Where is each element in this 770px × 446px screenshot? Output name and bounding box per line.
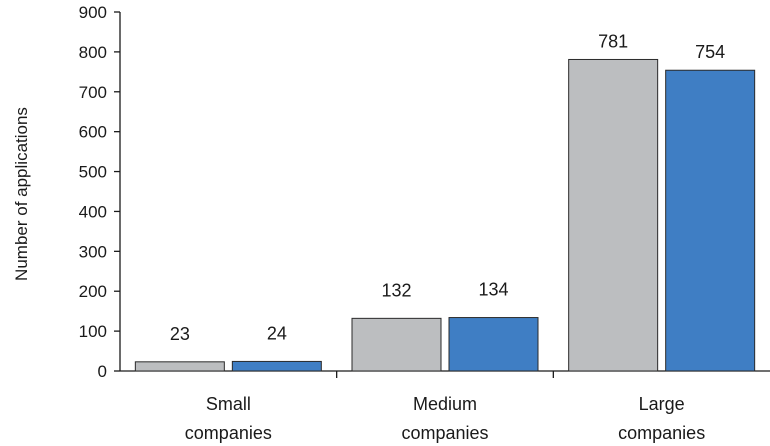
data-label: 134 — [478, 280, 508, 300]
y-tick-label: 200 — [79, 282, 107, 301]
data-label: 23 — [170, 324, 190, 344]
y-tick-label: 400 — [79, 202, 107, 221]
bars — [134, 58, 756, 372]
y-tick-label: 600 — [79, 123, 107, 142]
bar — [351, 317, 442, 372]
category-label: companies — [185, 423, 272, 443]
y-tick-label: 100 — [79, 322, 107, 341]
y-tick-label: 0 — [98, 362, 107, 381]
y-axis-ticks: 0 100 200 300 400 500 600 700 800 900 — [79, 3, 120, 381]
y-tick-label: 700 — [79, 83, 107, 102]
data-labels: 23 24 132 134 781 754 — [170, 31, 725, 343]
bar — [231, 360, 322, 372]
data-label: 754 — [695, 42, 725, 62]
bar — [665, 69, 756, 372]
data-label: 781 — [598, 31, 628, 51]
category-label: Large — [639, 394, 685, 414]
category-label: Medium — [413, 394, 477, 414]
y-tick-label: 900 — [79, 3, 107, 22]
y-tick-label: 800 — [79, 43, 107, 62]
category-labels: Small companies Medium companies Large compan… — [185, 371, 705, 443]
y-axis-title: Number of applications — [12, 107, 31, 281]
bar — [134, 361, 225, 372]
y-tick-label: 300 — [79, 242, 107, 261]
data-label: 132 — [381, 280, 411, 300]
category-label: companies — [618, 423, 705, 443]
bar — [448, 317, 539, 372]
category-label: Small — [206, 394, 251, 414]
y-tick-label: 500 — [79, 163, 107, 182]
category-label: companies — [401, 423, 488, 443]
bar — [568, 58, 659, 372]
data-label: 24 — [267, 323, 287, 343]
